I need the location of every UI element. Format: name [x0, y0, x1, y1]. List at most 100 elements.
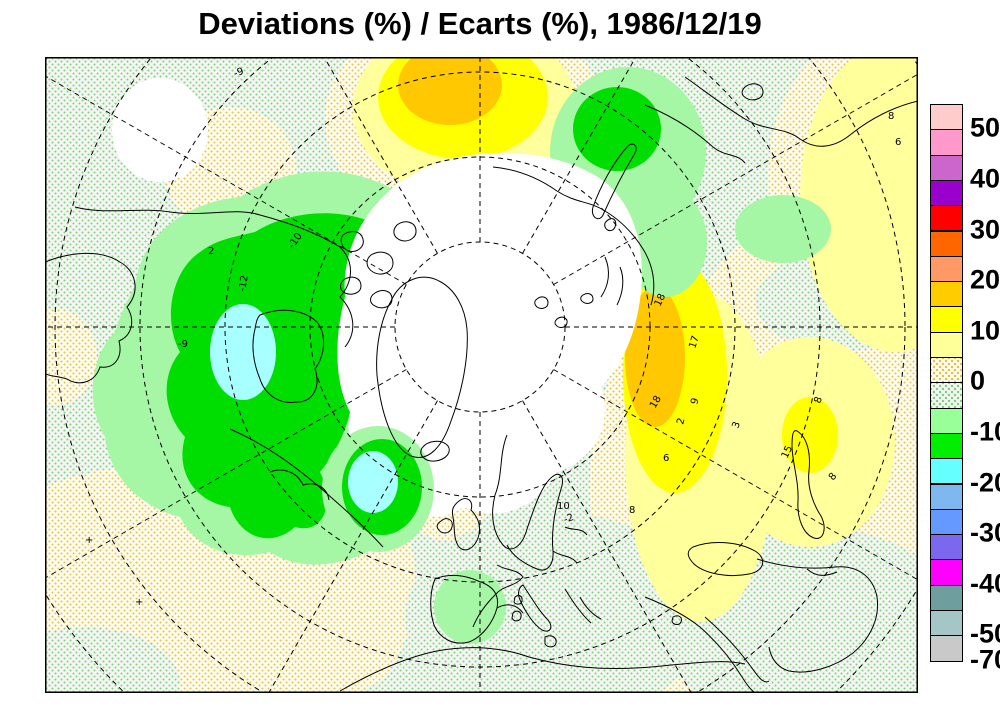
legend-box--20--15: [930, 458, 963, 485]
region-pos15-topcenter-core: [398, 57, 502, 125]
station-label-+: +: [85, 535, 93, 546]
color-scale-legend: 50 40 30 20 10 0 -10 -20 -30 -40 -50-70: [930, 104, 1000, 684]
latitude-circle-r425: [54, 57, 906, 693]
station-label-8: 8: [812, 395, 825, 405]
coastline-2: [252, 309, 324, 404]
coastline-19: [616, 266, 624, 306]
coastline-14: [580, 293, 594, 304]
coastline-40: [644, 596, 763, 693]
legend-box-40-45: [930, 154, 963, 181]
legend-box--45--40: [930, 584, 963, 611]
station-label--9: -9: [232, 66, 245, 80]
coastline-7: [366, 251, 394, 275]
coastline-30: [496, 604, 524, 614]
coastline-20: [644, 104, 746, 164]
legend-box-0-5: [930, 357, 963, 384]
coastline-6: [340, 231, 364, 252]
legend-label--20: -20: [970, 466, 1000, 497]
station-label-8: 8: [888, 111, 894, 122]
coastline-35: [564, 588, 592, 624]
station-label-+: +: [135, 597, 143, 608]
legend-label--40: -40: [970, 568, 1000, 599]
coastline-0: [45, 252, 136, 384]
legend-box-45-50: [930, 129, 963, 156]
coastline-23: [492, 434, 563, 571]
coastline-26: [472, 564, 524, 628]
region-no-data-topleft: [112, 78, 208, 182]
legend-box-20-25: [930, 255, 963, 283]
coastline-41: [704, 616, 770, 683]
coastline-4: [269, 469, 330, 501]
legend-box-25-30: [930, 230, 963, 257]
legend-box-30-35: [930, 205, 963, 232]
region-neg15-atlantic: [348, 451, 398, 513]
station-label--2: -2: [562, 512, 575, 526]
map-frame: [45, 57, 918, 693]
station-label-2: 2: [675, 417, 687, 426]
station-label-8: 8: [629, 505, 635, 516]
station-label--12: -12: [237, 275, 251, 293]
legend-label-0: 0: [970, 365, 986, 396]
legend-box--70--50: [930, 635, 963, 662]
region-pos10-caspian-core: [782, 397, 838, 473]
legend-label--70: -70: [970, 644, 1000, 675]
coastline-8: [393, 221, 417, 242]
coastline-11: [420, 440, 450, 462]
region-neg5-topright-tail: [623, 187, 707, 297]
coastline-10: [370, 290, 393, 309]
coastline-34: [544, 635, 557, 648]
legend-box-5-10: [930, 331, 963, 358]
legend-box--15--10: [930, 432, 963, 460]
coastline-16: [604, 218, 617, 232]
station-label-18: 18: [653, 292, 668, 308]
legend-label--10: -10: [970, 416, 1000, 447]
station-label--9: -9: [178, 339, 188, 350]
legend-box-10-15: [930, 306, 963, 333]
station-label-15: 15: [780, 444, 795, 460]
coastline-5: [376, 276, 468, 458]
legend-label-20: 20: [970, 264, 1000, 295]
station-label-17: 17: [687, 334, 701, 350]
legend-label--30: -30: [970, 517, 1000, 548]
coastline-27: [451, 498, 481, 551]
station-label-6: 6: [895, 137, 901, 148]
coastlines: [45, 76, 918, 693]
coastline-22: [741, 83, 764, 101]
coastline-33: [511, 610, 522, 622]
coastline-44: [671, 615, 682, 625]
region-neg10-topright-core: [573, 87, 661, 171]
page-title: Deviations (%) / Ecarts (%), 1986/12/19: [198, 6, 762, 41]
legend-box--25--20: [930, 483, 963, 510]
coastline-15: [591, 143, 637, 220]
coastline-25: [564, 526, 588, 536]
station-label-2: 2: [208, 246, 214, 257]
legend-label-50: 50: [970, 112, 1000, 143]
coastline-9: [340, 276, 362, 295]
region-near-normal-neg-corner-bl: [45, 627, 180, 693]
coastline-17: [492, 166, 655, 306]
coastline-38: [687, 541, 764, 577]
legend-box-gt-50: [930, 104, 963, 131]
station-label-9: 9: [689, 397, 701, 406]
region-no-data-polar-cap: [337, 152, 642, 517]
coastline-28: [436, 518, 453, 534]
legend-label-10: 10: [970, 315, 1000, 346]
station-label-3: 3: [730, 420, 743, 430]
coastline-29: [430, 574, 499, 644]
coastline-43: [806, 568, 838, 576]
legend-box--35--30: [930, 534, 963, 561]
legend-label-40: 40: [970, 163, 1000, 194]
legend-box-35-40: [930, 179, 963, 207]
region-neg5-right-small: [735, 195, 831, 263]
region-pos15-right-core: [625, 287, 685, 427]
coastline-1: [74, 206, 354, 348]
coastline-39: [791, 430, 825, 539]
coastline-18: [600, 256, 609, 298]
coastline-24: [552, 550, 578, 564]
coastline-36: [579, 596, 602, 620]
station-label-6: 6: [663, 453, 669, 464]
region-neg5-spain: [434, 570, 506, 644]
